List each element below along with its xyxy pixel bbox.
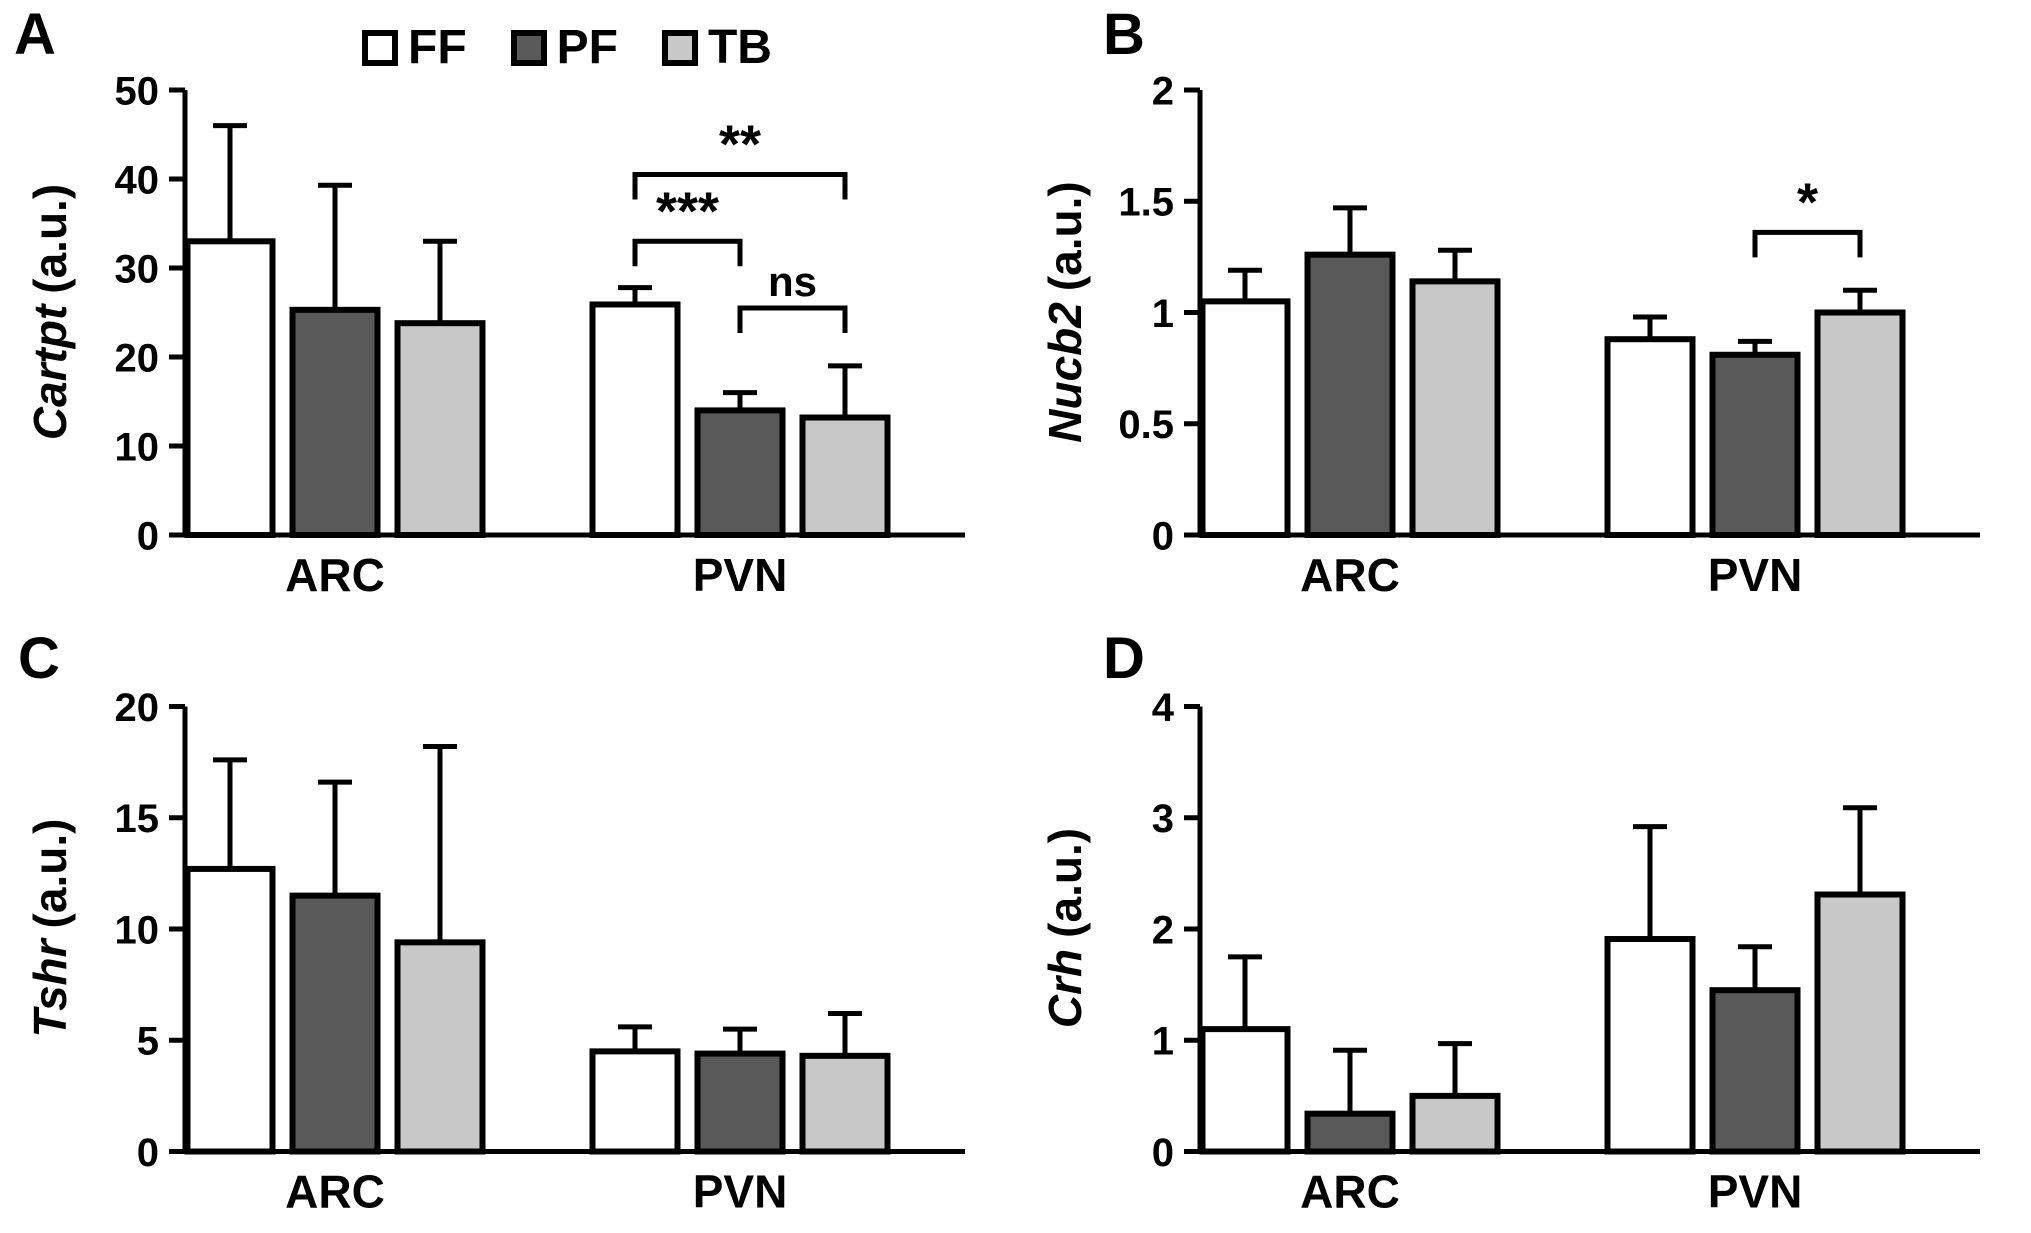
chart-C: 0 5 10 15 20 ARC PVN	[115, 686, 965, 1218]
x-category-label: PVN	[1708, 549, 1803, 601]
panel-letter-C: C	[18, 626, 60, 691]
bar-PVN-FF	[589, 1048, 681, 1155]
bar-ARC-TB	[1409, 278, 1501, 538]
bar-ARC-FF	[184, 865, 276, 1155]
bar-ARC-TB	[1409, 1092, 1501, 1155]
y-tick-label: 2	[1152, 908, 1174, 952]
y-tick-label: 0.5	[1118, 403, 1174, 447]
x-category-label: ARC	[285, 1166, 385, 1218]
y-tick-label: 1	[1152, 292, 1174, 336]
legend-swatch-pf	[510, 30, 547, 66]
y-tick-label: 1	[1152, 1020, 1174, 1064]
y-tick-label: 30	[115, 247, 160, 291]
bar-PVN-TB	[1814, 891, 1906, 1155]
legend-label-pf: PF	[556, 21, 618, 74]
gene-name: Crh	[1039, 948, 1091, 1029]
sig-bracket	[737, 305, 848, 334]
bar-ARC-FF	[1199, 298, 1291, 538]
legend-item-pf: PF	[510, 21, 618, 74]
bar-PVN-FF	[1604, 336, 1696, 539]
bar-PVN-PF	[1709, 987, 1801, 1155]
chart-A: 0 10 20 30 40 50 ARC PVN ***** ns	[115, 69, 965, 601]
sig-bracket	[1752, 229, 1863, 258]
y-axis-title-A: Cartpt (a.u.)	[23, 184, 77, 440]
y-tick-label: 1.5	[1118, 181, 1174, 225]
x-category-label: PVN	[693, 549, 788, 601]
bar-ARC-PF	[1304, 251, 1396, 538]
bar-ARC-TB	[394, 939, 486, 1155]
legend-item-tb: TB	[661, 21, 772, 74]
y-tick-label: 10	[115, 908, 160, 952]
panel-letter-B: B	[1103, 2, 1145, 67]
y-axis-title-D: Crh (a.u.)	[1038, 828, 1092, 1028]
sig-label: ns	[768, 258, 817, 305]
panel-C: 0 5 10 15 20 ARC PVN C Tshr (a.u.)	[0, 616, 1015, 1233]
bar-ARC-PF	[289, 306, 381, 538]
bar-PVN-TB	[799, 414, 891, 538]
bar-PVN-FF	[589, 301, 681, 538]
bar-PVN-TB	[1814, 309, 1906, 538]
bar-ARC-FF	[184, 238, 276, 539]
bar-ARC-PF	[1304, 1110, 1396, 1155]
sig-label: **	[719, 115, 761, 175]
axis-unit: (a.u.)	[1039, 827, 1091, 938]
bar-ARC-FF	[1199, 1026, 1291, 1155]
y-axis-title-C: Tshr (a.u.)	[23, 819, 77, 1038]
axis-unit: (a.u.)	[1039, 181, 1091, 292]
bar-ARC-PF	[289, 892, 381, 1155]
bar-ARC-TB	[394, 320, 486, 538]
y-tick-label: 4	[1152, 686, 1175, 730]
x-category-label: PVN	[1708, 1166, 1803, 1218]
gene-name: Tshr	[24, 939, 76, 1038]
y-tick-label: 50	[115, 69, 160, 113]
gene-name: Cartpt	[24, 304, 76, 441]
y-tick-label: 10	[115, 425, 160, 469]
axis-unit: (a.u.)	[24, 818, 76, 929]
x-category-label: ARC	[1300, 549, 1400, 601]
legend-swatch-tb	[661, 30, 698, 66]
legend-swatch-ff	[362, 30, 398, 66]
panel-B: 0 0.5 1 1.5 2 ARC PVN * B Nucb2 (a.u.)	[1015, 0, 2031, 616]
legend: FF PF TB	[362, 24, 772, 72]
y-tick-label: 20	[115, 686, 160, 730]
x-category-label: ARC	[1300, 1166, 1400, 1218]
panel-letter-D: D	[1103, 626, 1145, 691]
x-category-label: ARC	[285, 549, 385, 601]
sig-label: ***	[656, 181, 719, 241]
y-tick-label: 0	[137, 1131, 159, 1175]
bar-PVN-PF	[694, 1050, 786, 1155]
panel-letter-A: A	[14, 2, 56, 67]
sig-bracket	[632, 172, 848, 200]
legend-item-ff: FF	[362, 24, 467, 72]
y-tick-label: 15	[115, 797, 160, 841]
y-tick-label: 40	[115, 158, 160, 202]
gene-name: Nucb2	[1039, 302, 1091, 443]
y-tick-label: 2	[1152, 69, 1174, 113]
x-category-label: PVN	[693, 1166, 788, 1218]
panel-A: 0 10 20 30 40 50 ARC PVN *** ** ns A Cartpt(a.u.) …	[0, 0, 1015, 616]
chart-D: 0 1 2 3 4 ARC PVN	[1152, 686, 1980, 1218]
y-tick-label: 20	[115, 336, 160, 380]
y-tick-label: 3	[1152, 797, 1174, 841]
legend-label-tb: TB	[707, 21, 772, 74]
y-tick-label: 5	[137, 1020, 159, 1064]
y-tick-label: 0	[137, 514, 159, 558]
chart-B: 0 0.5 1 1.5 2 ARC PVN *	[1118, 69, 1980, 601]
bar-PVN-TB	[799, 1052, 891, 1155]
bar-PVN-PF	[694, 407, 786, 538]
y-axis-title-B: Nucb2 (a.u.)	[1038, 181, 1092, 442]
sig-label: *	[1797, 172, 1818, 232]
legend-label-ff: FF	[408, 21, 467, 74]
axis-unit: (a.u.)	[24, 183, 76, 294]
sig-bracket	[632, 238, 743, 267]
bar-PVN-FF	[1604, 936, 1696, 1155]
panel-D: 0 1 2 3 4 ARC PVN D Crh (a.u.)	[1015, 616, 2031, 1233]
y-tick-label: 0	[1152, 514, 1174, 558]
bar-PVN-PF	[1709, 351, 1801, 538]
y-tick-label: 0	[1152, 1131, 1174, 1175]
